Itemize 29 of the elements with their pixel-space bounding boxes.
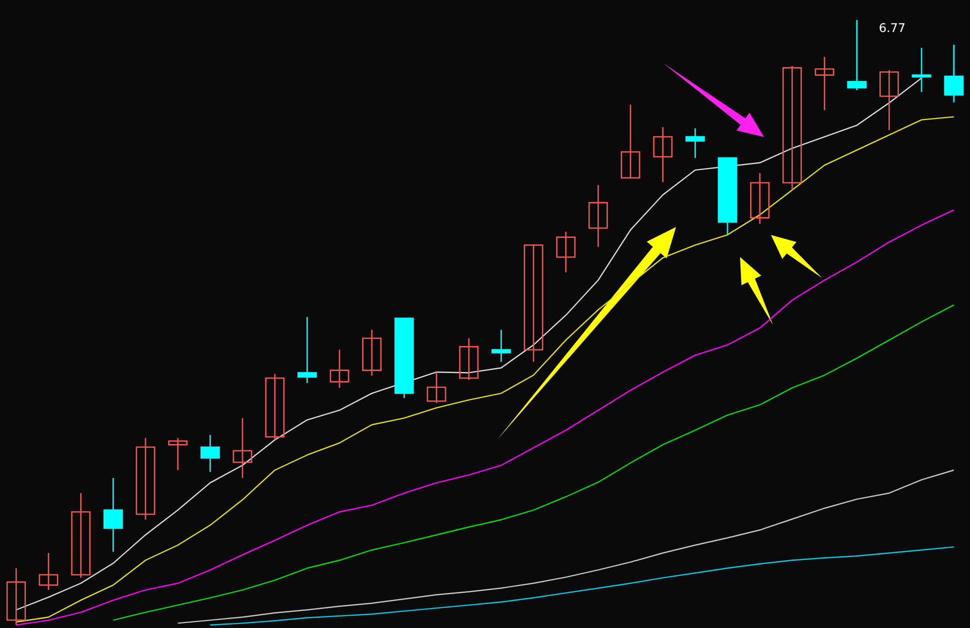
candlestick	[556, 231, 576, 273]
candlestick	[168, 437, 188, 471]
candlestick	[912, 47, 932, 93]
annotation: 6.77	[878, 21, 906, 35]
candlestick	[879, 70, 899, 131]
candlestick	[38, 552, 58, 591]
candlestick	[847, 19, 867, 91]
candlestick	[750, 172, 770, 225]
candlestick	[653, 126, 673, 183]
candlestick	[491, 329, 511, 362]
candlestick	[265, 373, 285, 441]
candlestick	[71, 492, 91, 578]
candlestick	[944, 44, 964, 103]
candlestick	[620, 104, 640, 179]
candlestick	[6, 567, 26, 626]
candlestick	[200, 434, 220, 473]
candlestick	[459, 338, 479, 381]
candlestick	[782, 65, 802, 191]
candlestick	[814, 56, 834, 111]
candlestick	[297, 316, 317, 384]
candlestick	[232, 417, 252, 479]
candlestick	[524, 244, 544, 362]
candlestick	[136, 437, 156, 520]
candlestick	[588, 184, 608, 248]
candlestick	[685, 128, 705, 159]
candlestick	[330, 349, 350, 388]
candlestick	[426, 371, 446, 404]
candlestick	[362, 329, 382, 376]
candlestick	[103, 477, 123, 552]
